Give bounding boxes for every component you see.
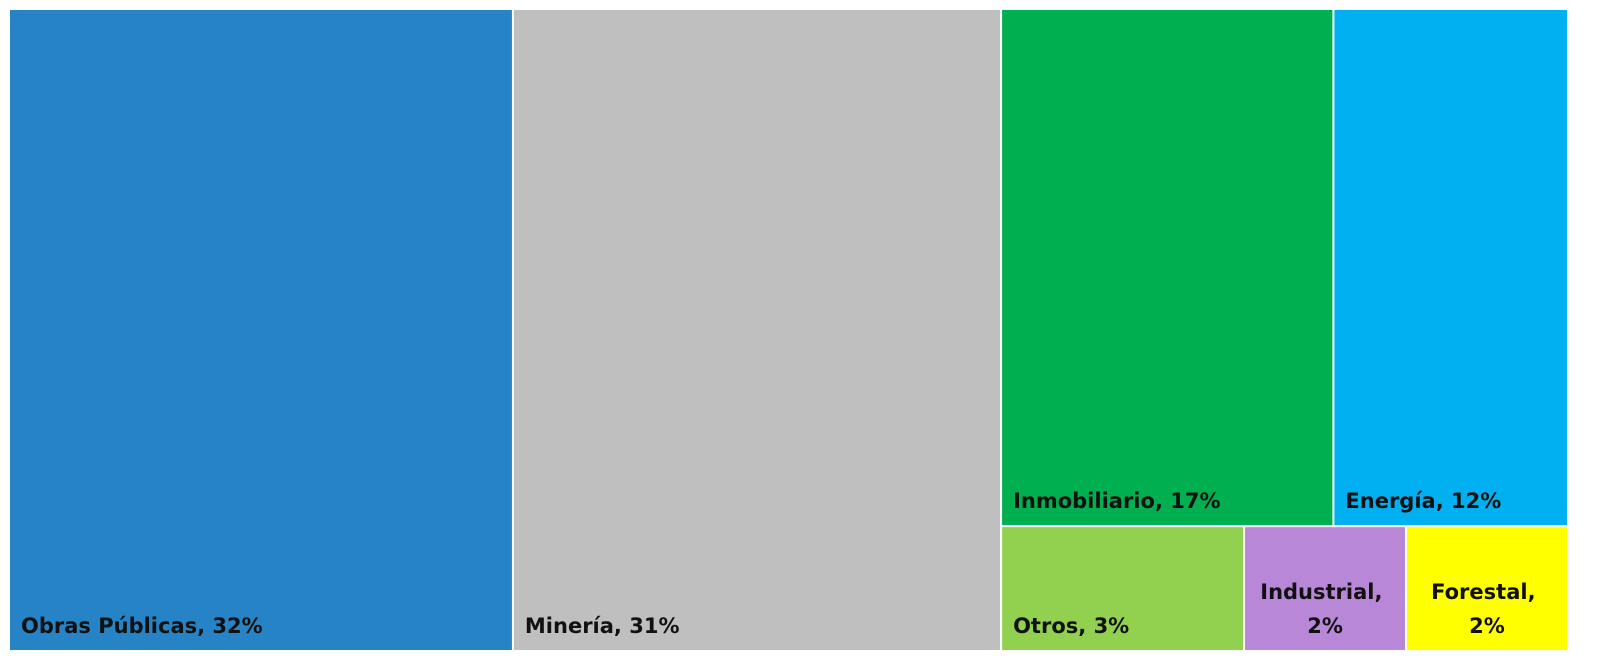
tile-category: Industrial — [1260, 580, 1374, 604]
tile-category: Minería — [525, 614, 614, 638]
tile-value: 32% — [212, 614, 262, 638]
tile-separator: , — [1436, 489, 1451, 513]
tile-separator: , — [614, 614, 629, 638]
tile-value: 2% — [1307, 614, 1343, 638]
tile-label: Obras Públicas, 32% — [21, 614, 263, 638]
tile-label: Industrial, 2% — [1260, 580, 1390, 638]
tile-category: Energía — [1345, 489, 1435, 513]
tile-value: 3% — [1094, 614, 1130, 638]
tile-separator: , — [197, 614, 212, 638]
tile — [10, 10, 512, 650]
tile-separator: , — [1155, 489, 1170, 513]
tile — [1245, 527, 1406, 650]
tile — [513, 10, 1001, 650]
tile — [1407, 527, 1567, 650]
tile-value: 12% — [1451, 489, 1501, 513]
tile — [1002, 10, 1333, 526]
tile-separator: , — [1528, 580, 1543, 604]
tile-category: Obras Públicas — [21, 614, 197, 638]
tile-label: Otros, 3% — [1013, 614, 1129, 638]
tile-category: Forestal — [1431, 580, 1527, 604]
tile-value: 17% — [1170, 489, 1220, 513]
tile-separator: , — [1374, 580, 1389, 604]
tile-label: Minería, 31% — [525, 614, 680, 638]
tile — [1334, 10, 1567, 526]
tile-label: Forestal, 2% — [1431, 580, 1543, 638]
tile-category: Inmobiliario — [1013, 489, 1155, 513]
tile — [1002, 527, 1244, 650]
tile-value: 2% — [1469, 614, 1505, 638]
tile-value: 31% — [629, 614, 679, 638]
tile-label: Inmobiliario, 17% — [1013, 489, 1220, 513]
tile-separator: , — [1078, 614, 1093, 638]
tile-category: Otros — [1013, 614, 1078, 638]
tile-label: Energía, 12% — [1345, 489, 1501, 513]
